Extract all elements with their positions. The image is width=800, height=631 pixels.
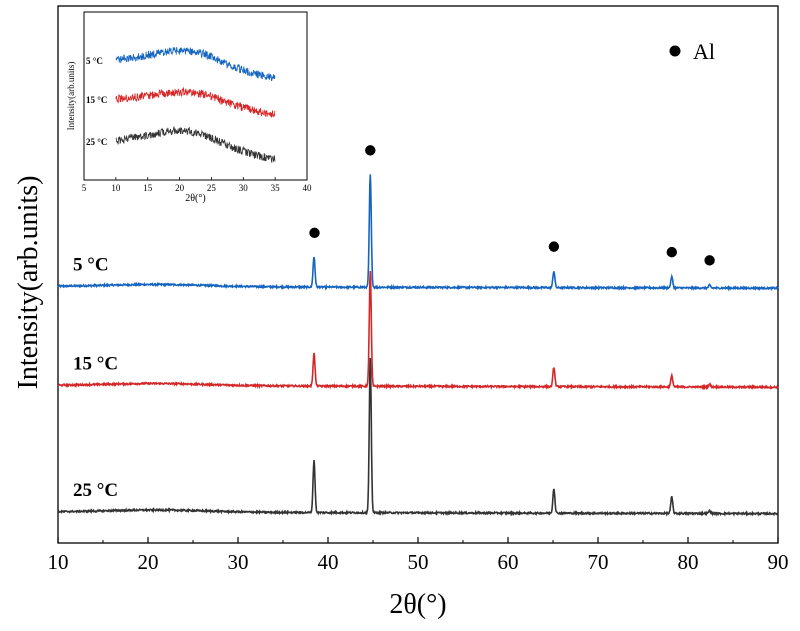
- series-line: [57, 357, 779, 517]
- inset-x-tick-label: 35: [271, 183, 281, 193]
- inset-x-tick-label: 10: [111, 183, 121, 193]
- series-label: 15 °C: [73, 354, 118, 375]
- inset-series-label: 25 °C: [86, 137, 107, 147]
- series-line: [57, 174, 779, 292]
- x-tick-label: 40: [318, 550, 339, 574]
- inset-series-label: 15 °C: [86, 95, 107, 105]
- inset-series-line: [115, 86, 276, 118]
- al-peak-marker: [704, 255, 715, 266]
- x-tick-label: 90: [768, 550, 789, 574]
- x-tick-label: 60: [498, 550, 519, 574]
- legend-marker: [669, 45, 681, 57]
- al-peak-marker: [365, 145, 376, 156]
- series-line: [57, 270, 779, 391]
- x-tick-label: 10: [48, 550, 69, 574]
- x-tick-label: 50: [408, 550, 429, 574]
- inset-frame: [83, 11, 308, 181]
- inset-x-tick-label: 5: [82, 183, 87, 193]
- inset-y-axis-label: Intensity(arb.units): [66, 62, 76, 131]
- y-axis-label: Intensity(arb.units): [13, 176, 44, 390]
- x-tick-label: 30: [228, 550, 249, 574]
- inset-x-tick-label: 25: [207, 183, 217, 193]
- series-label: 5 °C: [73, 255, 109, 276]
- x-tick-label: 70: [588, 550, 609, 574]
- x-axis-label: 2θ(°): [389, 589, 446, 620]
- inset-series-label: 5 °C: [86, 56, 103, 66]
- al-peak-marker: [309, 227, 320, 239]
- inset-x-axis-label: 2θ(°): [185, 193, 205, 204]
- x-tick-label: 20: [138, 550, 159, 574]
- inset-x-tick-label: 30: [239, 183, 249, 193]
- inset-series-line: [115, 125, 276, 164]
- al-peak-marker: [666, 246, 677, 258]
- main-plot: 10 20 30 40 50 60 70 80 90 2θ(°) Intensity(arb.uni…: [13, 5, 789, 620]
- inset-series-line: [115, 47, 276, 82]
- al-peak-marker: [548, 241, 560, 252]
- series-label: 25 °C: [73, 480, 118, 501]
- legend-label: Al: [693, 39, 715, 64]
- inset-x-tick-label: 40: [303, 183, 313, 193]
- inset-x-tick-label: 20: [175, 183, 185, 193]
- inset-x-tick-label: 15: [143, 183, 153, 193]
- inset-plot: 5 10 15 20 25 30 35 40 2θ(°) Intensity(arb.units)…: [66, 11, 313, 204]
- x-tick-label: 80: [678, 550, 699, 574]
